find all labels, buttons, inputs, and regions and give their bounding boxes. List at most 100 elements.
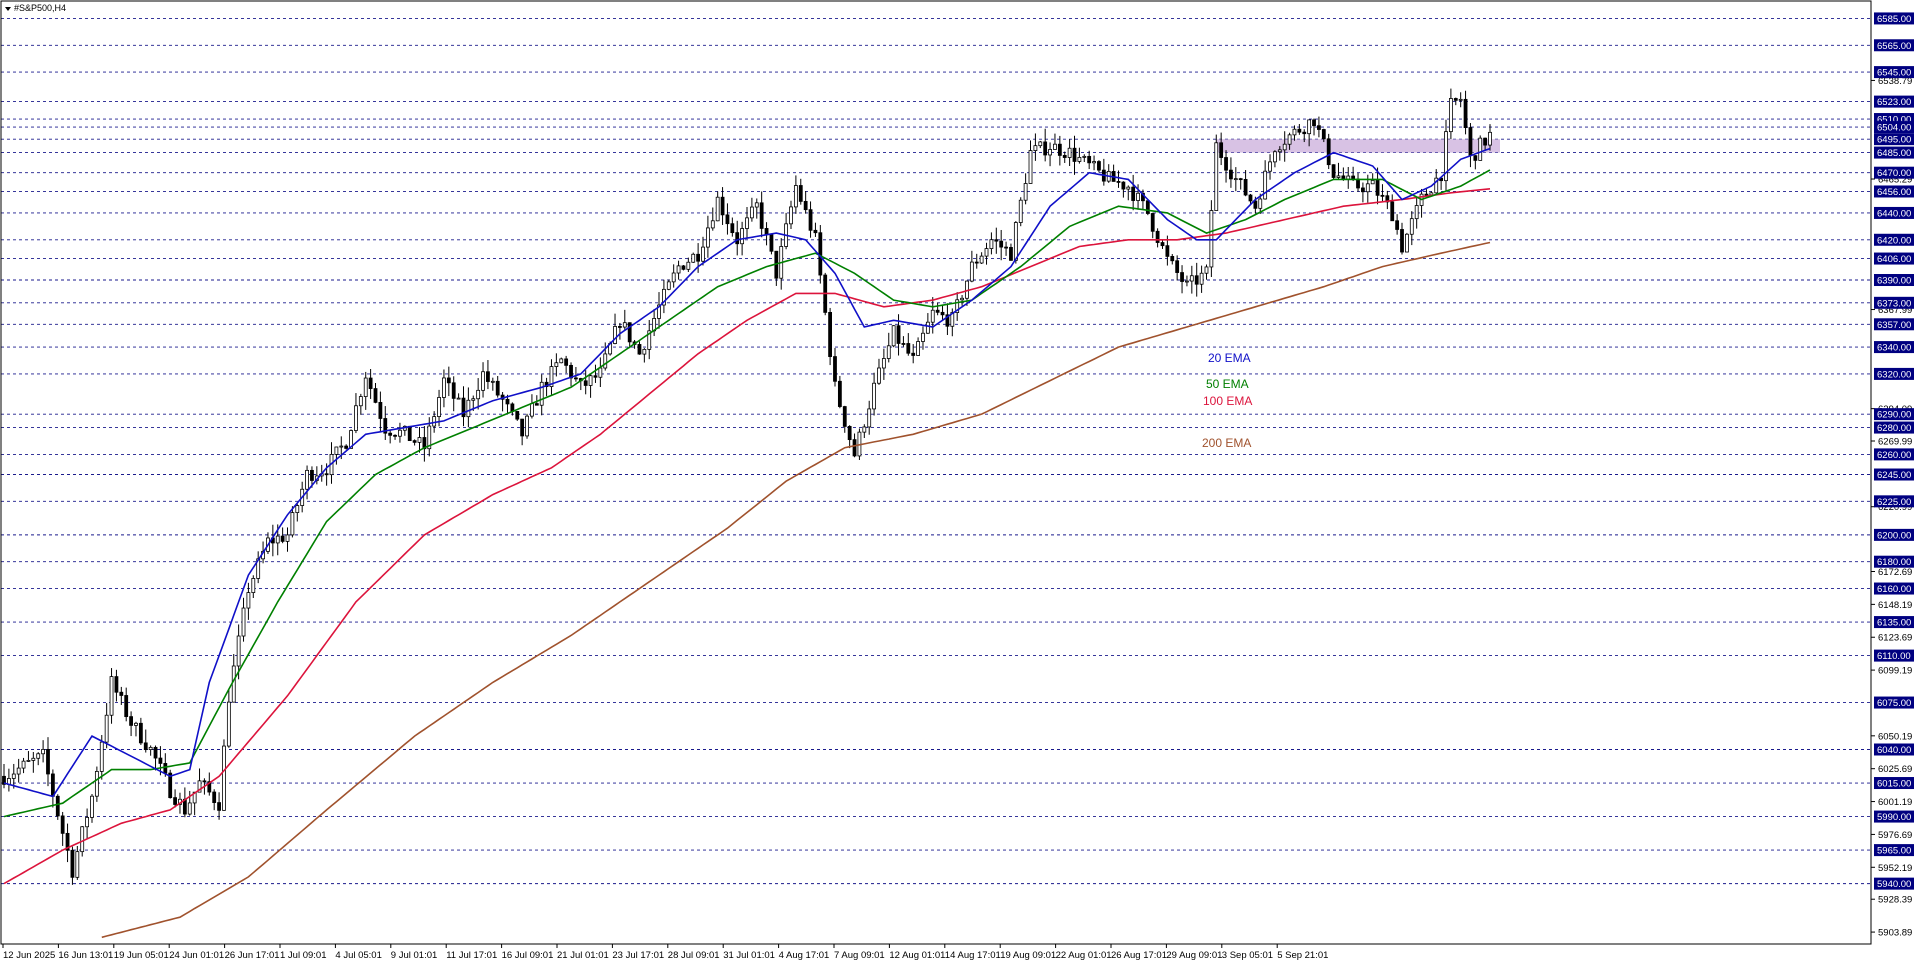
candle — [725, 203, 730, 235]
candle — [85, 808, 89, 840]
candle — [1405, 232, 1409, 253]
candle-body — [872, 382, 876, 410]
candle-body — [1458, 98, 1463, 101]
candle — [622, 309, 627, 331]
candle — [847, 425, 852, 449]
price-level-label-text: 6504.00 — [1877, 123, 1911, 134]
time-tick-label: 5 Sep 21:01 — [1277, 950, 1328, 961]
candle-body — [559, 358, 564, 364]
candle-body — [60, 815, 65, 834]
candle-body — [1307, 119, 1312, 135]
candle-body — [735, 232, 740, 245]
candle — [349, 429, 353, 449]
candle-body — [720, 196, 725, 216]
price-level-label-text: 6075.00 — [1877, 698, 1911, 709]
price-level-label-text: 6200.00 — [1877, 530, 1911, 541]
candle — [911, 344, 916, 364]
price-level-label-text: 6545.00 — [1877, 68, 1911, 79]
candle — [168, 769, 173, 799]
candle-body — [1258, 198, 1263, 209]
ema-100-line — [3, 188, 1491, 885]
candle — [285, 527, 290, 552]
candle-body — [1243, 178, 1248, 196]
candle-body — [466, 399, 471, 418]
candle-body — [251, 578, 256, 593]
candle — [226, 689, 231, 748]
candle — [1214, 134, 1219, 211]
candle-body — [1287, 134, 1292, 145]
chevron-down-icon[interactable] — [5, 7, 11, 11]
price-level-label-box — [1874, 318, 1914, 331]
candle — [1155, 228, 1160, 248]
candle — [1180, 265, 1184, 294]
price-level-label-text: 6160.00 — [1877, 584, 1911, 595]
candle — [1062, 151, 1067, 163]
candle — [1131, 174, 1136, 211]
candle-body — [847, 426, 852, 441]
candle-body — [1361, 187, 1365, 193]
candle-body — [701, 246, 705, 262]
candle-body — [1214, 142, 1219, 211]
time-tick-label: 22 Aug 01:01 — [1056, 950, 1112, 961]
candle-body — [789, 206, 793, 225]
candle — [481, 362, 485, 398]
candle — [1326, 133, 1331, 170]
candle-body — [935, 309, 940, 313]
candle-body — [598, 367, 603, 378]
price-level-label-box — [1874, 39, 1914, 52]
candle-body — [647, 330, 652, 350]
candle-body — [1126, 186, 1131, 190]
time-tick-label: 28 Jul 09:01 — [668, 950, 720, 961]
candle-body — [1194, 275, 1199, 285]
candle-body — [1013, 222, 1018, 261]
candle-body — [1189, 275, 1194, 282]
candle — [715, 191, 720, 222]
candle-body — [1165, 245, 1170, 257]
candle-body — [148, 746, 153, 750]
price-level-label: 6040.00 — [1874, 743, 1914, 756]
candle-body — [642, 348, 647, 355]
candle-body — [1263, 170, 1268, 200]
candle — [1053, 133, 1057, 150]
candle — [1361, 182, 1365, 203]
candle-body — [618, 326, 622, 328]
price-level-label-box — [1874, 252, 1914, 265]
candle-body — [1077, 156, 1082, 162]
candle-body — [886, 345, 891, 359]
candle-body — [153, 746, 158, 759]
candle-body — [104, 714, 109, 743]
candle — [955, 292, 960, 321]
symbol-header: #S&P500,H4 — [5, 3, 66, 13]
candle — [960, 295, 964, 306]
candle-body — [456, 397, 461, 400]
candle-body — [1424, 193, 1429, 196]
candle — [1209, 200, 1214, 277]
candle-body — [207, 781, 212, 793]
candle-body — [1395, 220, 1400, 230]
price-level-label-text: 6015.00 — [1877, 779, 1911, 790]
candle — [41, 740, 46, 763]
price-level-label-text: 6357.00 — [1877, 320, 1911, 331]
candle-body — [1229, 169, 1233, 180]
candle — [21, 757, 26, 774]
candle-body — [710, 220, 715, 229]
candle-body — [1155, 230, 1160, 243]
time-tick-label: 4 Aug 17:01 — [779, 950, 830, 961]
candle — [1194, 262, 1199, 297]
candle — [1287, 132, 1292, 150]
price-level-label-box — [1874, 468, 1914, 481]
candle-body — [388, 432, 393, 436]
candle — [534, 395, 539, 406]
candle-body — [745, 217, 749, 229]
candle — [1277, 146, 1282, 161]
candle — [461, 386, 466, 427]
candle — [148, 745, 153, 756]
candle — [1224, 150, 1228, 183]
candle-body — [158, 757, 163, 764]
candle-body — [363, 377, 368, 397]
candle-body — [867, 408, 872, 428]
candle — [588, 374, 593, 398]
candle — [456, 393, 461, 400]
candle-body — [999, 240, 1004, 248]
